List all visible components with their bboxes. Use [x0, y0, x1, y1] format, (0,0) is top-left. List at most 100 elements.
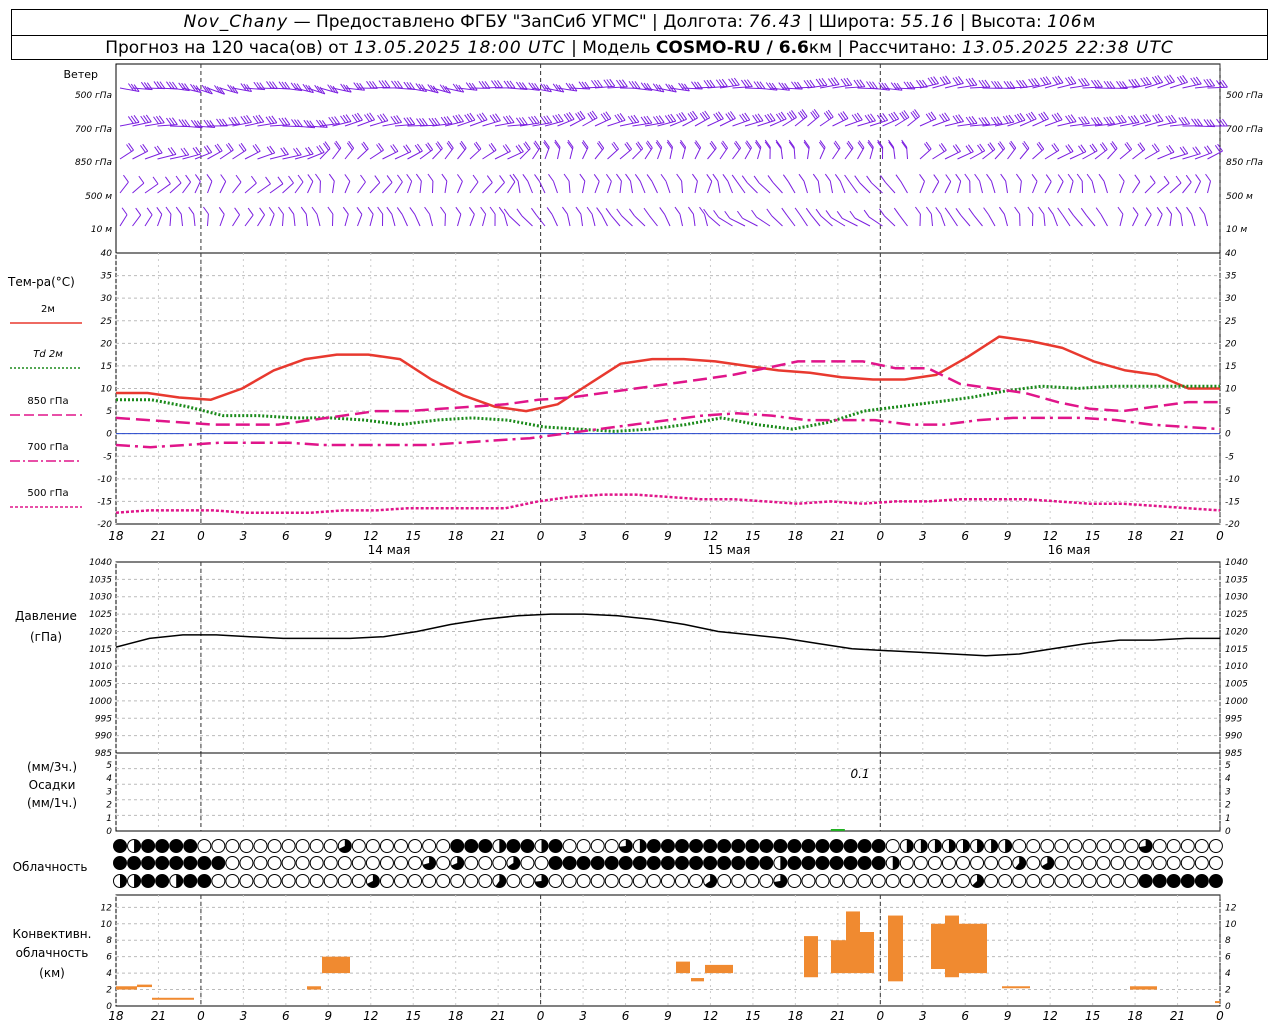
cloud-symbol-fill	[155, 874, 169, 888]
wind-barb-feather	[422, 118, 428, 126]
wind-barb-feather	[670, 113, 677, 122]
cloud-title: Облачность	[13, 860, 88, 874]
wind-barb	[1169, 182, 1182, 194]
wind-barb-feather	[563, 114, 570, 122]
wind-barb-feather	[587, 113, 594, 121]
wind-barb	[898, 214, 908, 227]
cloud-symbol	[225, 856, 240, 870]
temp-tick-right: 25	[1225, 317, 1237, 327]
wind-barb-feather	[840, 78, 847, 87]
wind-barb	[494, 182, 505, 194]
cloud-symbol	[941, 874, 956, 888]
wind-barb-feather	[812, 110, 818, 119]
wind-barb-feather	[691, 173, 698, 182]
wind-barb-feather	[1170, 114, 1177, 123]
cloud-symbol	[281, 874, 296, 888]
wind-barb-feather	[1003, 81, 1010, 89]
wind-barb-feather	[780, 111, 787, 120]
wind-barb-feather	[712, 173, 719, 182]
cloud-symbol-fill	[703, 856, 717, 870]
wind-barb-feather	[1054, 113, 1060, 122]
wind-barb-feather	[1067, 144, 1074, 152]
wind-barb-feather	[415, 173, 422, 182]
temp-hour-label: 0	[197, 529, 205, 543]
wind-barb-feather	[890, 112, 897, 121]
wind-barb-feather	[447, 140, 454, 149]
wind-barb	[919, 181, 925, 194]
wind-barb-feather	[468, 207, 475, 215]
wind-barb-feather	[930, 111, 937, 120]
wind-barb-feather	[240, 83, 247, 91]
wind-barb-feather	[562, 206, 568, 215]
wind-barb	[1052, 214, 1058, 227]
wind-barb-feather	[476, 114, 483, 122]
wind-barb-feather	[502, 145, 509, 153]
cloud-symbol	[885, 874, 900, 888]
wind-barb	[457, 214, 462, 227]
temp-hour-label: 21	[1170, 529, 1185, 543]
wind-barb-feather	[288, 206, 295, 215]
wind-barb-feather	[135, 207, 142, 216]
cloud-symbol	[562, 874, 577, 888]
pressure-tick-right: 990	[1225, 732, 1242, 742]
wind-barb-feather	[571, 83, 578, 92]
wind-barb-feather	[631, 81, 638, 89]
wind-barb-feather	[653, 116, 659, 124]
wind-barb-feather	[278, 81, 285, 90]
wind-barb-feather	[1057, 174, 1064, 182]
wind-barb-feather	[175, 175, 182, 184]
convective-cloud-panel: Конвективн. облачность (км) 12 12 10 10 8 8 6 6…	[13, 894, 1237, 1023]
pressure-title: Давление	[15, 609, 77, 623]
wind-barb-feather	[1182, 75, 1189, 83]
wind-barb	[1144, 214, 1152, 227]
wind-barb-feather	[1127, 116, 1134, 124]
wind-barb-feather	[533, 142, 540, 150]
wind-barb-feather	[1205, 173, 1211, 182]
wind-barb-feather	[378, 80, 385, 88]
wind-barb	[619, 148, 632, 160]
wind-barb-feather	[941, 113, 948, 121]
cloud-symbol	[394, 874, 408, 888]
wind-barb-feather	[803, 141, 810, 150]
wind-barb	[1044, 149, 1060, 160]
wind-barb-feather	[127, 83, 134, 91]
wind-barb-feather	[268, 116, 275, 124]
wind-barb-feather	[903, 110, 910, 118]
wind-barb-feather	[955, 208, 962, 216]
wind-barb-feather	[944, 112, 950, 121]
wind-barb-feather	[593, 173, 600, 182]
conv-tick-left: 8	[106, 936, 112, 946]
wind-barb-feather	[146, 207, 153, 216]
cloud-symbol	[323, 839, 338, 853]
wind-barb-feather	[318, 145, 325, 153]
provider-text: — Предоставлено ФГБУ "ЗапСиб УГМС" |	[293, 12, 658, 32]
wind-barb-feather	[523, 142, 530, 151]
wind-barb-feather	[741, 113, 748, 122]
cloud-symbol	[365, 839, 380, 853]
cloud-symbol-fill	[858, 856, 872, 870]
wind-barb	[756, 216, 771, 227]
wind-barb-feather	[739, 114, 745, 123]
wind-barb-feather	[767, 175, 774, 183]
wind-barb-feather	[495, 113, 501, 121]
wind-barb-feather	[819, 140, 826, 148]
wind-barb-feather	[1038, 206, 1045, 215]
wind-barb-feather	[497, 80, 503, 88]
wind-barb-feather	[977, 144, 983, 153]
wind-barb-feather	[643, 116, 650, 124]
cloud-symbol	[787, 874, 802, 888]
wind-barb-feather	[591, 80, 597, 88]
wind-barb-feather	[864, 115, 871, 123]
wind-barb	[718, 216, 733, 227]
wind-barb-feather	[121, 207, 128, 216]
wind-barb-feather	[1168, 144, 1175, 153]
cloud-symbol	[492, 856, 507, 870]
temp-series-1	[116, 384, 1220, 433]
cloud-symbol-fill	[197, 874, 211, 888]
wind-barb-feather	[184, 119, 191, 127]
wind-barb-feather	[757, 113, 764, 122]
cloud-symbol-fill	[549, 856, 563, 870]
cloud-symbol	[239, 874, 254, 888]
cloud-symbol	[646, 874, 661, 888]
wind-barb-feather	[910, 112, 917, 120]
